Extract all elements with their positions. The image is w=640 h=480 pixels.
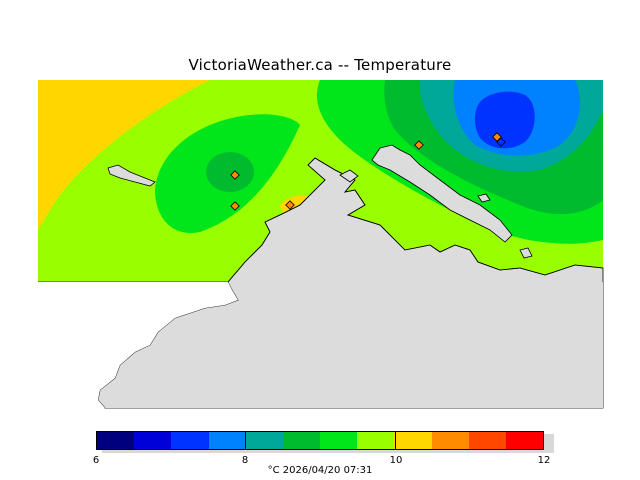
colorbar-bin [468, 432, 506, 449]
colorbar-bin [505, 432, 544, 449]
colorbar-tick-line [395, 431, 396, 450]
colorbar-bin [431, 432, 469, 449]
colorbar-tick-line [245, 431, 246, 450]
station-marker [285, 200, 295, 210]
land [38, 144, 604, 409]
warm-band-northwest [38, 80, 210, 230]
colorbar-bin [171, 432, 209, 449]
colorbar-bin [357, 432, 395, 449]
colorbar-tick-label: 8 [241, 455, 249, 466]
island-small-1 [339, 169, 359, 183]
colorbar-bin [97, 432, 135, 449]
colorbar-bin [134, 432, 172, 449]
station-marker [496, 137, 506, 147]
colorbar-bin [320, 432, 358, 449]
station-marker [414, 140, 424, 150]
colorbar-bins [96, 431, 544, 450]
colorbar-bin [394, 432, 432, 449]
colorbar [96, 431, 554, 453]
island-west [107, 164, 156, 187]
colorbar-bin [245, 432, 283, 449]
island-north [371, 144, 513, 243]
station-markers [230, 132, 506, 211]
station-marker [230, 170, 240, 180]
colorbar-bin [282, 432, 321, 449]
colorbar-tick-label: 6 [92, 455, 100, 466]
band-east-deepblue [474, 91, 535, 149]
map-title: VictoriaWeather.ca -- Temperature [188, 56, 452, 74]
island-small-2 [477, 193, 491, 203]
colorbar-tick-label: 12 [537, 455, 551, 466]
station-marker [230, 201, 240, 211]
coast-south-outline [227, 157, 604, 283]
contour-bands [38, 80, 603, 244]
colorbar-tick-label: 10 [389, 455, 403, 466]
ocean-southwest [38, 282, 238, 408]
island-small-3 [519, 247, 533, 259]
band-west-darkgreen [206, 152, 254, 192]
units-timestamp: °C 2026/04/20 07:31 [267, 465, 373, 476]
colorbar-bin [208, 432, 246, 449]
